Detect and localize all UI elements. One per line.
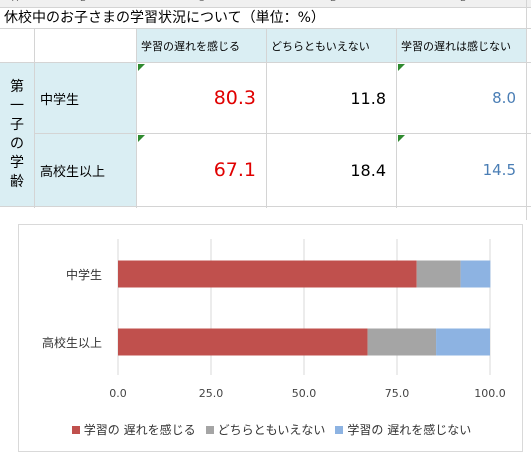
header-cell[interactable]: どちらともいえない [267,29,396,62]
stacked-bar-chart[interactable]: 中学生 高校生以上 0.0 25.0 50.0 75.0 100.0 学習の 遅… [18,224,523,452]
gridline [396,28,397,208]
cell-indicator-icon [138,64,145,71]
legend-label: 学習の 遅れを感じない [347,423,472,437]
gridline [0,28,531,29]
cell-value: 8.0 [492,89,516,107]
bar-segment[interactable] [460,260,491,288]
header-label-1: 学習の遅れを感じる [141,39,240,53]
value-cell[interactable]: 14.5 [397,134,526,206]
x-tick-label: 0.0 [109,387,127,400]
legend-item[interactable]: 学習の 遅れを感じない [335,421,471,438]
value-cell[interactable]: 11.8 [267,63,396,133]
legend-swatch [205,425,214,434]
value-cell[interactable]: 8.0 [397,63,526,133]
row-label: 中学生 [40,92,80,108]
row-label-cell[interactable]: 中学生 [35,63,136,133]
group-label-char: 学 [10,154,24,171]
gridline [136,28,137,208]
x-tick-label: 50.0 [291,387,317,400]
cell-value: 80.3 [213,87,256,109]
x-tick-label: 75.0 [384,387,410,400]
gridline [0,206,531,207]
cell-value: 67.1 [213,159,256,181]
header-label-3: 学習の遅れは感じない [401,39,511,53]
group-label-char: の [10,135,24,152]
group-label-char: 一 [10,97,24,114]
column-header-a[interactable]: A [12,0,18,4]
chart-legend[interactable]: 学習の 遅れを感じる どちらともいえない 学習の 遅れを感じない [19,421,524,438]
row-label: 高校生以上 [40,164,106,180]
gridline [34,28,35,208]
header-cell[interactable]: 学習の遅れを感じる [137,29,266,62]
chart-plot [117,239,491,375]
group-label-char: 第 [10,78,24,95]
category-label: 高校生以上 [41,336,102,350]
group-label-char: 齢 [10,173,24,190]
legend-swatch [335,425,344,434]
gridline [526,0,527,220]
bar-segment[interactable] [118,260,417,288]
column-header-d[interactable]: D [330,0,337,4]
column-header-b[interactable]: B [80,0,86,4]
category-label: 中学生 [65,268,102,282]
cell-value: 14.5 [482,161,516,179]
bar-segment[interactable] [367,328,437,356]
cell-indicator-icon [398,135,405,142]
group-label-cell[interactable]: 第 一 子 の 学 齢 [0,63,34,206]
bar-segment[interactable] [416,260,461,288]
header-cell[interactable]: 学習の遅れは感じない [397,29,526,62]
x-tick-label: 100.0 [474,387,506,400]
header-label-2: どちらともいえない [271,39,370,53]
legend-item[interactable]: どちらともいえない [205,421,326,438]
value-cell[interactable]: 18.4 [267,134,396,206]
column-header-bar: A B C D E [0,0,531,8]
legend-swatch [71,425,80,434]
legend-label: 学習の 遅れを感じる [83,423,196,437]
column-header-c[interactable]: C [198,0,204,4]
bar-segment[interactable] [436,328,490,356]
bar-segment[interactable] [118,328,368,356]
cell-value: 11.8 [350,88,386,108]
group-label-char: 子 [10,116,24,133]
gridline [0,133,531,134]
cell-value: 18.4 [350,160,386,180]
column-header-e[interactable]: E [460,0,466,4]
sheet-title[interactable]: 休校中のお子さまの学習状況について（単位：%） [4,10,325,26]
legend-label: どちらともいえない [217,423,326,437]
gridline [0,62,531,63]
cell-indicator-icon [398,64,405,71]
row-label-cell[interactable]: 高校生以上 [35,134,136,206]
cell-indicator-icon [138,135,145,142]
gridline [266,28,267,208]
x-tick-label: 25.0 [198,387,224,400]
value-cell[interactable]: 67.1 [137,134,266,206]
value-cell[interactable]: 80.3 [137,63,266,133]
legend-item[interactable]: 学習の 遅れを感じる [71,421,196,438]
